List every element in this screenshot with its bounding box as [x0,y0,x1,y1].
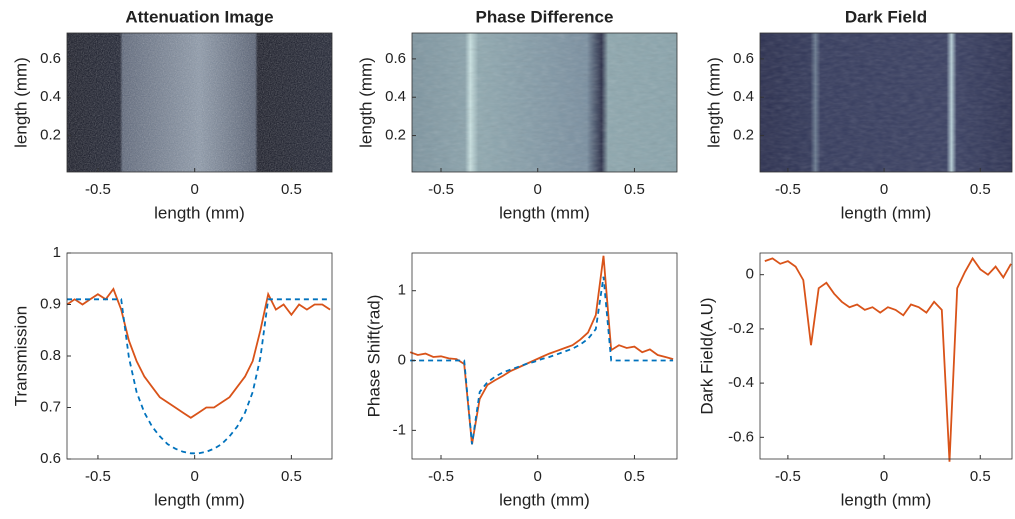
x-tick-label: 0.5 [970,181,991,198]
x-tick-label: 0.5 [624,468,645,485]
y-tick-label: 0 [746,266,754,283]
x-axis-label: length (mm) [499,203,590,222]
x-tick-label: 0.5 [281,468,302,485]
image-phase [412,33,677,172]
y-tick-label: 0.9 [40,295,61,312]
x-tick-label: -0.5 [85,181,111,198]
y-tick-label: -1 [393,421,406,438]
y-tick-label: -0.6 [728,428,754,445]
y-tick-label: -0.4 [728,374,754,391]
axes-box [66,32,333,173]
y-axis-label: Phase Shift(rad) [364,295,383,418]
x-tick-label: -0.5 [85,468,111,485]
axes-box [759,32,1013,173]
x-tick-label: 0 [190,181,198,198]
x-tick-label: 0 [534,468,542,485]
y-tick-label: -0.2 [728,320,754,337]
x-axis-label: length (mm) [841,203,932,222]
data-line [410,276,674,445]
y-axis-label: length (mm) [704,57,723,148]
chart-title: Attenuation Image [125,7,273,26]
data-line [67,298,331,455]
x-tick-label: -0.5 [775,181,801,198]
image-dark-field [760,33,1012,172]
y-tick-label: 0.4 [733,88,754,105]
axes-box [66,252,333,460]
y-axis-label: length (mm) [356,57,375,148]
y-axis-label: Dark Field(A.U) [697,297,716,414]
x-tick-label: -0.5 [428,181,454,198]
x-axis-label: length (mm) [841,490,932,509]
chart-title: Phase Difference [476,7,614,26]
axes-box [411,32,678,173]
x-tick-label: 0 [880,468,888,485]
chart-title: Dark Field [845,7,927,26]
y-axis-label: Transmission [11,306,30,406]
x-tick-label: 0.5 [624,181,645,198]
x-tick-label: -0.5 [775,468,801,485]
y-tick-label: 0.4 [385,88,406,105]
x-tick-label: -0.5 [428,468,454,485]
y-tick-label: 0.2 [733,127,754,144]
y-tick-label: 0 [398,352,406,369]
axes-box [759,252,1013,460]
x-tick-label: 0 [880,181,888,198]
y-tick-label: 0.6 [385,50,406,67]
data-line [66,287,331,419]
y-tick-label: 0.6 [40,450,61,467]
x-axis-label: length (mm) [154,490,245,509]
x-axis-label: length (mm) [154,203,245,222]
x-tick-label: 0 [190,468,198,485]
x-tick-label: 0.5 [281,181,302,198]
y-tick-label: 0.6 [40,50,61,67]
y-tick-label: 0.2 [40,127,61,144]
x-tick-label: 0.5 [970,468,991,485]
y-tick-label: 1 [398,282,406,299]
y-tick-label: 0.2 [385,127,406,144]
data-line [764,256,1012,462]
y-tick-label: 0.4 [40,88,61,105]
y-tick-label: 0.7 [40,398,61,415]
x-tick-label: 0 [534,181,542,198]
y-tick-label: 1 [53,244,61,261]
y-axis-label: length (mm) [11,57,30,148]
y-tick-label: 0.8 [40,347,61,364]
image-attenuation [67,33,332,172]
axes-box [411,252,678,460]
x-axis-label: length (mm) [499,490,590,509]
data-line [409,255,674,445]
y-tick-label: 0.6 [733,50,754,67]
